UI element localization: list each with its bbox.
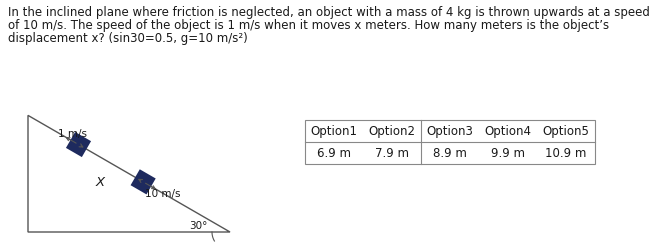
Polygon shape <box>66 132 91 157</box>
Text: Option2: Option2 <box>368 124 416 138</box>
Text: Option1: Option1 <box>310 124 358 138</box>
Text: 6.9 m: 6.9 m <box>317 146 351 160</box>
Text: X: X <box>95 176 105 189</box>
Text: 9.9 m: 9.9 m <box>491 146 525 160</box>
Text: 8.9 m: 8.9 m <box>433 146 467 160</box>
Text: Option3: Option3 <box>426 124 474 138</box>
Polygon shape <box>131 169 156 194</box>
Text: 10.9 m: 10.9 m <box>545 146 587 160</box>
Text: displacement x? (sin30=0.5, g=10 m/s²): displacement x? (sin30=0.5, g=10 m/s²) <box>8 32 248 45</box>
Text: 7.9 m: 7.9 m <box>375 146 409 160</box>
Text: Option4: Option4 <box>484 124 531 138</box>
Text: Option5: Option5 <box>543 124 589 138</box>
Text: of 10 m/s. The speed of the object is 1 m/s when it moves x meters. How many met: of 10 m/s. The speed of the object is 1 … <box>8 19 609 32</box>
Text: 10 m/s: 10 m/s <box>145 189 180 199</box>
Text: In the inclined plane where friction is neglected, an object with a mass of 4 kg: In the inclined plane where friction is … <box>8 6 650 19</box>
Text: 30°: 30° <box>189 221 207 231</box>
Text: 1 m/s: 1 m/s <box>58 129 87 139</box>
Bar <box>305 120 595 164</box>
